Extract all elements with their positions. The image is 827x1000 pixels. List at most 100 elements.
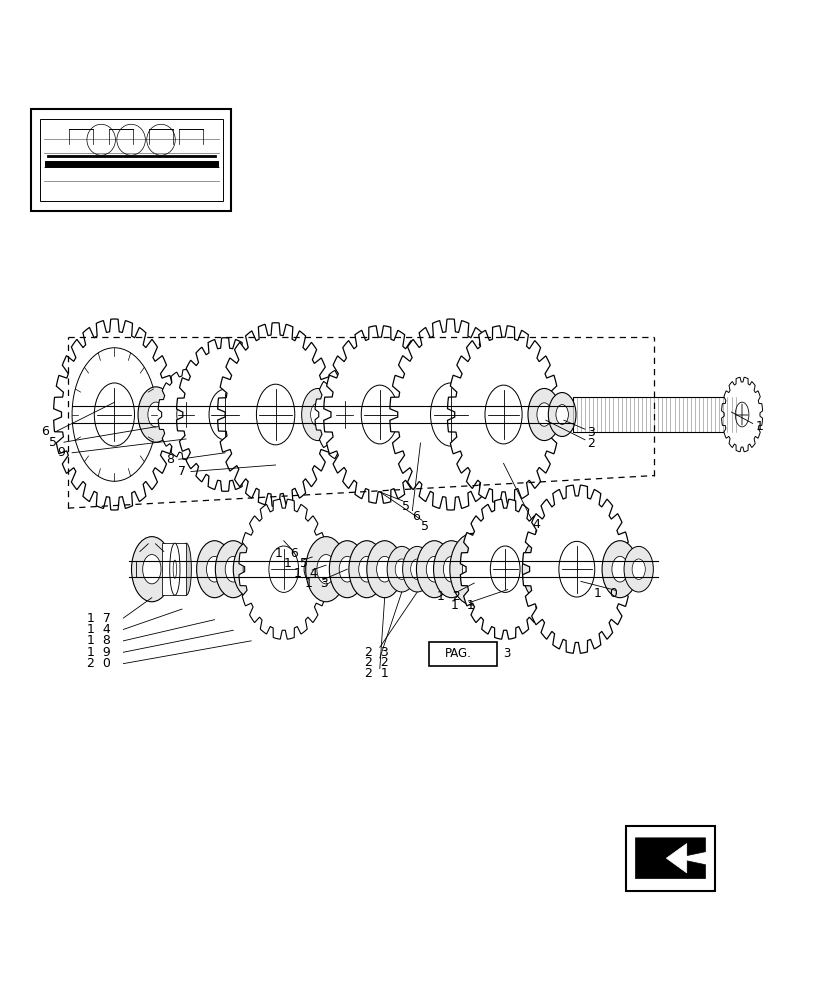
Ellipse shape: [533, 555, 551, 584]
Ellipse shape: [329, 541, 365, 598]
Text: 2: 2: [587, 437, 595, 450]
Ellipse shape: [310, 403, 325, 426]
Ellipse shape: [601, 541, 637, 598]
Ellipse shape: [256, 384, 294, 445]
Text: 4: 4: [532, 518, 539, 531]
Ellipse shape: [412, 402, 428, 427]
Ellipse shape: [555, 405, 567, 424]
Ellipse shape: [387, 546, 416, 592]
Ellipse shape: [117, 124, 146, 155]
Ellipse shape: [206, 556, 222, 582]
Text: 1  4: 1 4: [87, 623, 110, 636]
Text: 1  1: 1 1: [451, 599, 475, 612]
Ellipse shape: [426, 556, 442, 582]
Ellipse shape: [547, 393, 576, 436]
Ellipse shape: [442, 556, 459, 582]
Polygon shape: [666, 844, 686, 873]
Ellipse shape: [304, 557, 320, 581]
Ellipse shape: [624, 546, 653, 592]
Ellipse shape: [631, 559, 644, 579]
Ellipse shape: [358, 556, 375, 582]
Bar: [625, 826, 715, 891]
Polygon shape: [390, 319, 511, 510]
Ellipse shape: [148, 402, 164, 427]
Text: 1  7: 1 7: [87, 612, 111, 625]
Text: 7: 7: [178, 465, 186, 478]
Ellipse shape: [87, 124, 115, 155]
Text: 3: 3: [587, 426, 595, 439]
Ellipse shape: [528, 388, 560, 441]
Ellipse shape: [173, 560, 176, 578]
Text: 2  2: 2 2: [365, 656, 389, 669]
Ellipse shape: [339, 556, 355, 582]
Text: 6: 6: [411, 510, 419, 523]
Text: 1  5: 1 5: [284, 557, 308, 570]
Ellipse shape: [170, 543, 179, 595]
Ellipse shape: [334, 399, 354, 430]
Ellipse shape: [376, 556, 392, 582]
Ellipse shape: [558, 541, 594, 597]
Text: 1  3: 1 3: [304, 577, 328, 590]
Ellipse shape: [196, 541, 232, 598]
Polygon shape: [634, 838, 705, 879]
Ellipse shape: [215, 541, 251, 598]
Text: 3: 3: [503, 647, 510, 660]
Ellipse shape: [301, 388, 334, 441]
Text: 2  0: 2 0: [87, 657, 111, 670]
Ellipse shape: [394, 559, 408, 579]
Polygon shape: [158, 370, 213, 459]
Text: 8: 8: [165, 453, 174, 466]
Bar: [40, 119, 222, 201]
Text: 1  8: 1 8: [87, 634, 111, 647]
Ellipse shape: [410, 559, 423, 579]
Text: 9: 9: [57, 446, 65, 459]
Ellipse shape: [361, 385, 398, 444]
Ellipse shape: [146, 124, 175, 155]
Ellipse shape: [433, 541, 469, 598]
Ellipse shape: [522, 537, 562, 602]
Polygon shape: [176, 338, 274, 491]
Ellipse shape: [402, 546, 432, 592]
Text: 1  2: 1 2: [437, 590, 461, 603]
Text: 2  1: 2 1: [365, 667, 389, 680]
Polygon shape: [54, 319, 175, 510]
Ellipse shape: [449, 533, 495, 605]
Text: 5: 5: [401, 500, 409, 513]
Text: 1: 1: [755, 420, 763, 433]
Ellipse shape: [138, 387, 174, 442]
Ellipse shape: [536, 403, 551, 426]
Ellipse shape: [142, 555, 160, 584]
Text: 6: 6: [41, 425, 49, 438]
Text: 5: 5: [421, 520, 429, 533]
Text: 1  0: 1 0: [593, 587, 617, 600]
Bar: [162, 543, 186, 595]
Ellipse shape: [317, 555, 335, 584]
Text: 5: 5: [50, 436, 57, 449]
Ellipse shape: [611, 556, 627, 582]
Ellipse shape: [416, 541, 452, 598]
Ellipse shape: [181, 543, 191, 595]
Ellipse shape: [94, 383, 134, 446]
Polygon shape: [314, 368, 374, 461]
Polygon shape: [522, 485, 630, 653]
Ellipse shape: [430, 383, 471, 446]
Ellipse shape: [348, 541, 385, 598]
Ellipse shape: [243, 556, 259, 582]
Ellipse shape: [269, 546, 299, 592]
Ellipse shape: [366, 541, 402, 598]
Ellipse shape: [131, 537, 172, 602]
Text: 1  6: 1 6: [275, 547, 298, 560]
Ellipse shape: [461, 553, 482, 585]
Polygon shape: [323, 326, 435, 503]
Ellipse shape: [485, 385, 522, 444]
Polygon shape: [447, 326, 559, 503]
FancyBboxPatch shape: [428, 642, 496, 666]
Ellipse shape: [402, 386, 437, 443]
Ellipse shape: [225, 556, 241, 582]
Polygon shape: [720, 377, 762, 452]
Ellipse shape: [305, 537, 346, 602]
Polygon shape: [239, 499, 328, 639]
Polygon shape: [460, 499, 549, 639]
Ellipse shape: [734, 402, 748, 427]
Text: 2  3: 2 3: [365, 646, 389, 659]
